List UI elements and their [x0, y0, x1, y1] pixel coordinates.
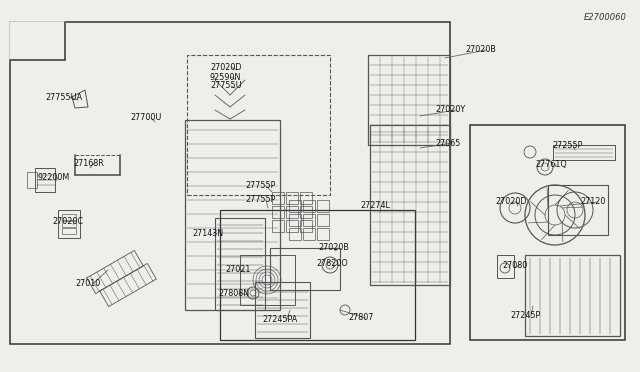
Text: 27020D: 27020D [210, 62, 241, 71]
Bar [62, 221, 76, 227]
Bar [497, 255, 514, 278]
Bar [317, 200, 329, 212]
Text: 27245PA: 27245PA [262, 315, 297, 324]
Text: 27020Y: 27020Y [435, 106, 465, 115]
Bar [270, 248, 340, 290]
Text: 27755U: 27755U [210, 81, 242, 90]
Text: 27021: 27021 [225, 266, 250, 275]
Text: E2700060: E2700060 [584, 13, 627, 22]
Bar [289, 200, 301, 212]
Text: 27020B: 27020B [318, 244, 349, 253]
Text: 27168R: 27168R [73, 158, 104, 167]
Text: 27761Q: 27761Q [535, 160, 567, 169]
Text: 27820O: 27820O [316, 260, 348, 269]
Bar [272, 192, 284, 204]
Text: 27120: 27120 [580, 198, 605, 206]
Text: 92590N: 92590N [210, 73, 241, 81]
Text: 27020B: 27020B [465, 45, 496, 55]
Bar [548, 185, 608, 235]
Bar [300, 220, 312, 232]
Text: 27755P: 27755P [245, 196, 275, 205]
Text: 27755UA: 27755UA [45, 93, 82, 102]
Bar [62, 228, 76, 234]
Bar [215, 218, 265, 310]
Text: 27700U: 27700U [130, 113, 161, 122]
Text: 27020C: 27020C [52, 218, 83, 227]
Bar [10, 22, 450, 344]
Text: 27807: 27807 [348, 314, 373, 323]
Bar [185, 120, 280, 310]
Bar [300, 192, 312, 204]
Bar [289, 214, 301, 226]
Bar [470, 125, 625, 340]
Bar [303, 228, 315, 240]
Bar [286, 206, 298, 218]
Bar [286, 192, 298, 204]
Text: 27010: 27010 [75, 279, 100, 289]
Bar [317, 214, 329, 226]
Bar [187, 55, 330, 195]
Text: 27808N: 27808N [218, 289, 249, 298]
Text: 27080: 27080 [502, 260, 527, 269]
Bar [525, 255, 620, 336]
Text: 27143N: 27143N [192, 230, 223, 238]
Bar [300, 206, 312, 218]
Bar [370, 125, 450, 285]
Text: 27245P: 27245P [510, 311, 540, 321]
Bar [240, 255, 295, 305]
Text: 92200M: 92200M [37, 173, 69, 183]
Bar [303, 200, 315, 212]
Bar [27, 172, 37, 188]
Text: 27065: 27065 [435, 138, 460, 148]
Text: 27274L: 27274L [360, 202, 390, 211]
Bar [58, 210, 80, 238]
Bar [35, 168, 55, 192]
Bar [272, 206, 284, 218]
Text: 27255P: 27255P [552, 141, 582, 151]
Text: 27755P: 27755P [245, 182, 275, 190]
Bar [553, 145, 615, 160]
Bar [62, 214, 76, 220]
Bar [220, 210, 415, 340]
Bar [286, 220, 298, 232]
Bar [10, 22, 65, 60]
Bar [368, 55, 450, 145]
Bar [255, 282, 310, 338]
Text: 27020D: 27020D [495, 198, 527, 206]
Bar [317, 228, 329, 240]
Bar [289, 228, 301, 240]
Bar [272, 220, 284, 232]
Bar [303, 214, 315, 226]
